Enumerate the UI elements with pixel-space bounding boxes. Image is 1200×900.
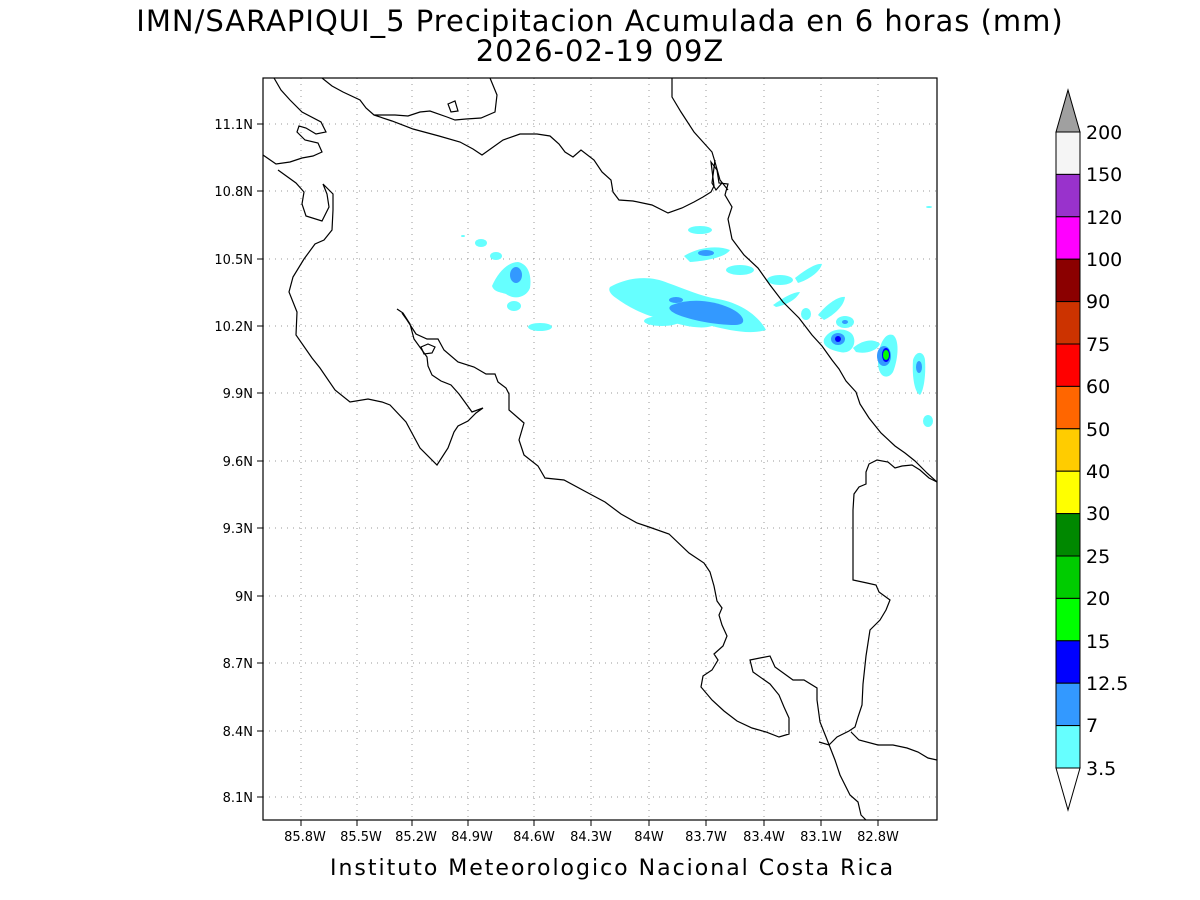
y-tick-label: 8.4N: [223, 725, 253, 740]
caribbean-north: [671, 78, 729, 191]
x-tick-label: 85.5W: [340, 830, 382, 845]
colorbar-boxes: [1055, 131, 1081, 769]
map-gridlines: [263, 78, 937, 820]
precip-15mm-areas: [883, 350, 889, 360]
y-tick-label: 9.3N: [223, 522, 253, 537]
colorbar-label: 90: [1086, 291, 1110, 313]
colorbar-under-triangle: [1055, 767, 1081, 812]
y-tick-label: 8.7N: [223, 657, 253, 672]
colorbar-label: 50: [1086, 419, 1110, 441]
x-tick-label: 83.7W: [685, 830, 727, 845]
colorbar-swatch: [1055, 343, 1081, 387]
colorbar-label: 30: [1086, 503, 1110, 525]
y-tick-label: 10.2N: [214, 320, 253, 335]
colorbar-over-triangle: [1055, 88, 1081, 133]
y-axis-labels: 11.1N 10.8N 10.5N 10.2N 9.9N 9.6N 9.3N 9…: [214, 118, 253, 806]
colorbar-label: 100: [1086, 249, 1122, 271]
colorbar-swatch: [1055, 131, 1081, 175]
colorbar-swatch: [1055, 597, 1081, 642]
x-tick-label: 83.1W: [800, 830, 842, 845]
colorbar-label: 20: [1086, 588, 1110, 610]
y-tick-label: 11.1N: [214, 118, 253, 133]
colorbar-swatch: [1055, 301, 1081, 345]
pacific-coast: [263, 78, 867, 820]
colorbar-swatch: [1055, 173, 1081, 218]
x-tick-label: 84.3W: [570, 830, 612, 845]
colorbar-swatch: [1055, 258, 1081, 303]
nicoya-island: [420, 343, 436, 355]
footer-institution: Instituto Meteorologico Nacional Costa R…: [330, 856, 896, 881]
x-tick-label: 84W: [634, 830, 664, 845]
colorbar-labels: 200 150 120 100 90 75 60 50 40 30 25 20 …: [1086, 122, 1128, 780]
colorbar-label: 120: [1086, 207, 1122, 229]
precip-7mm-areas: [510, 250, 922, 373]
x-tick-label: 84.6W: [513, 830, 555, 845]
x-tick-label: 85.2W: [395, 830, 437, 845]
x-tick-label: 85.8W: [284, 830, 326, 845]
y-tick-label: 10.8N: [214, 185, 253, 200]
colorbar-swatch: [1055, 216, 1081, 260]
x-tick-label: 84.9W: [451, 830, 493, 845]
colorbar-swatch: [1055, 640, 1081, 684]
colorbar-swatch: [1055, 470, 1081, 515]
colorbar-swatch: [1055, 682, 1081, 727]
coastlines: [263, 78, 937, 820]
y-tick-label: 8.1N: [223, 791, 253, 806]
panama-border: [818, 459, 937, 761]
colorbar-label: 75: [1086, 334, 1110, 356]
chart-subtitle-datetime: 2026-02-19 09Z: [475, 34, 725, 68]
x-tick-label: 83.4W: [743, 830, 785, 845]
colorbar-swatch: [1055, 513, 1081, 557]
y-tick-label: 9.9N: [223, 387, 253, 402]
colorbar-swatch: [1055, 385, 1081, 430]
nicaragua-lake-island: [447, 100, 459, 113]
y-tick-label: 9.6N: [223, 455, 253, 470]
colorbar-swatch: [1055, 725, 1081, 769]
colorbar-swatch: [1055, 555, 1081, 599]
colorbar-label: 60: [1086, 376, 1110, 398]
nicaragua-border: [711, 159, 723, 192]
x-tick-label: 82.8W: [857, 830, 899, 845]
x-axis-labels: 85.8W 85.5W 85.2W 84.9W 84.6W 84.3W 84W …: [284, 830, 899, 845]
colorbar-label: 3.5: [1086, 758, 1116, 780]
colorbar-label: 150: [1086, 164, 1122, 186]
y-tick-label: 10.5N: [214, 253, 253, 268]
colorbar-label: 15: [1086, 631, 1110, 653]
colorbar-swatch: [1055, 428, 1081, 472]
colorbar-label: 200: [1086, 122, 1122, 144]
colorbar: 200 150 120 100 90 75 60 50 40 30 25 20 …: [1055, 88, 1128, 812]
plot-frame: [262, 77, 938, 821]
y-tick-label: 9N: [235, 590, 253, 605]
axis-ticks: [257, 123, 879, 826]
colorbar-label: 12.5: [1086, 673, 1128, 695]
colorbar-label: 40: [1086, 461, 1110, 483]
chart-title: IMN/SARAPIQUI_5 Precipitacion Acumulada …: [136, 4, 1064, 38]
colorbar-label: 25: [1086, 546, 1110, 568]
colorbar-label: 7: [1086, 715, 1098, 737]
precipitation-shading: [461, 206, 933, 427]
